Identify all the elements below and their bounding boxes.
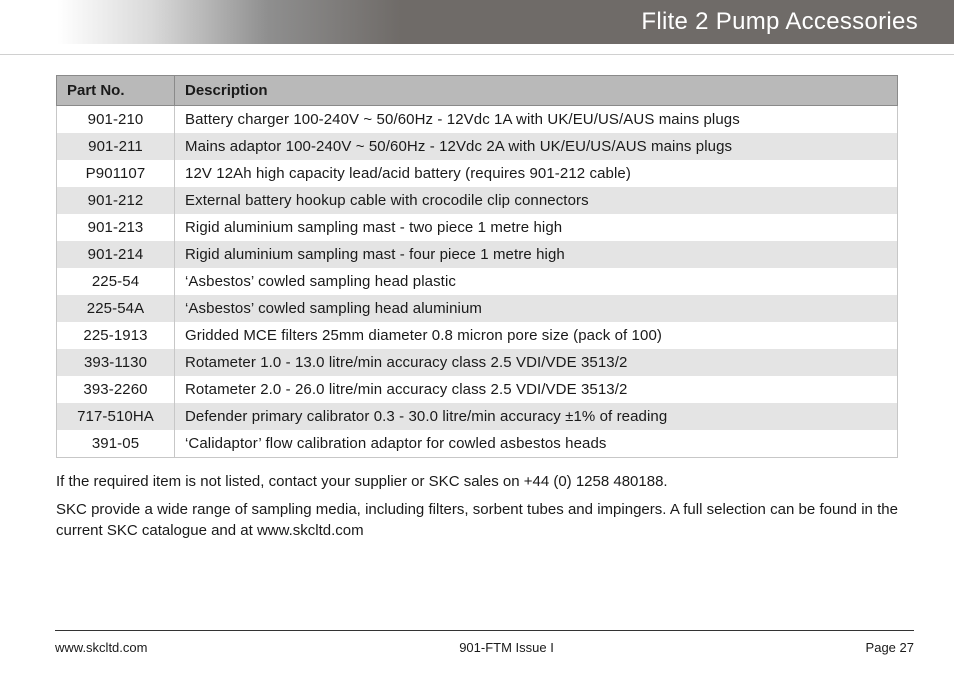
cell-part-no: 393-1130 xyxy=(57,349,175,376)
table-row: 393-2260Rotameter 2.0 - 26.0 litre/min a… xyxy=(57,376,898,403)
cell-description: Battery charger 100-240V ~ 50/60Hz - 12V… xyxy=(175,106,898,134)
title-bar: Flite 2 Pump Accessories xyxy=(0,0,954,44)
cell-part-no: 225-54 xyxy=(57,268,175,295)
cell-description: Rigid aluminium sampling mast - four pie… xyxy=(175,241,898,268)
cell-description: 12V 12Ah high capacity lead/acid battery… xyxy=(175,160,898,187)
table-row: 717-510HADefender primary calibrator 0.3… xyxy=(57,403,898,430)
cell-description: Rotameter 1.0 - 13.0 litre/min accuracy … xyxy=(175,349,898,376)
cell-description: External battery hookup cable with croco… xyxy=(175,187,898,214)
footer-divider xyxy=(55,630,914,631)
table-row: 393-1130Rotameter 1.0 - 13.0 litre/min a… xyxy=(57,349,898,376)
cell-description: ‘Calidaptor’ flow calibration adaptor fo… xyxy=(175,430,898,458)
table-row: 225-54A‘Asbestos’ cowled sampling head a… xyxy=(57,295,898,322)
media-note: SKC provide a wide range of sampling med… xyxy=(56,500,898,541)
footer-page: Page 27 xyxy=(866,640,914,655)
cell-part-no: 901-210 xyxy=(57,106,175,134)
cell-description: Rigid aluminium sampling mast - two piec… xyxy=(175,214,898,241)
table-body: 901-210Battery charger 100-240V ~ 50/60H… xyxy=(57,106,898,458)
cell-description: Rotameter 2.0 - 26.0 litre/min accuracy … xyxy=(175,376,898,403)
footer-doc-id: 901-FTM Issue I xyxy=(459,640,554,655)
table-row: 391-05‘Calidaptor’ flow calibration adap… xyxy=(57,430,898,458)
cell-part-no: 717-510HA xyxy=(57,403,175,430)
cell-description: ‘Asbestos’ cowled sampling head plastic xyxy=(175,268,898,295)
cell-part-no: 901-214 xyxy=(57,241,175,268)
table-row: 901-210Battery charger 100-240V ~ 50/60H… xyxy=(57,106,898,134)
table-row: 901-212External battery hookup cable wit… xyxy=(57,187,898,214)
cell-description: Defender primary calibrator 0.3 - 30.0 l… xyxy=(175,403,898,430)
footer: www.skcltd.com 901-FTM Issue I Page 27 xyxy=(55,640,914,655)
cell-description: Mains adaptor 100-240V ~ 50/60Hz - 12Vdc… xyxy=(175,133,898,160)
col-description: Description xyxy=(175,76,898,106)
table-row: 901-214Rigid aluminium sampling mast - f… xyxy=(57,241,898,268)
col-part-no: Part No. xyxy=(57,76,175,106)
cell-description: ‘Asbestos’ cowled sampling head aluminiu… xyxy=(175,295,898,322)
content-area: Part No. Description 901-210Battery char… xyxy=(0,55,954,541)
footer-url: www.skcltd.com xyxy=(55,640,147,655)
cell-part-no: P901107 xyxy=(57,160,175,187)
table-row: 901-213Rigid aluminium sampling mast - t… xyxy=(57,214,898,241)
table-row: 225-1913Gridded MCE filters 25mm diamete… xyxy=(57,322,898,349)
table-header-row: Part No. Description xyxy=(57,76,898,106)
cell-part-no: 901-211 xyxy=(57,133,175,160)
page: Flite 2 Pump Accessories Part No. Descri… xyxy=(0,0,954,677)
cell-part-no: 393-2260 xyxy=(57,376,175,403)
page-title: Flite 2 Pump Accessories xyxy=(641,8,918,36)
table-row: 225-54‘Asbestos’ cowled sampling head pl… xyxy=(57,268,898,295)
cell-part-no: 901-213 xyxy=(57,214,175,241)
cell-part-no: 391-05 xyxy=(57,430,175,458)
table-row: 901-211Mains adaptor 100-240V ~ 50/60Hz … xyxy=(57,133,898,160)
cell-part-no: 225-1913 xyxy=(57,322,175,349)
parts-table: Part No. Description 901-210Battery char… xyxy=(56,75,898,458)
contact-note: If the required item is not listed, cont… xyxy=(56,472,898,492)
cell-part-no: 901-212 xyxy=(57,187,175,214)
table-row: P90110712V 12Ah high capacity lead/acid … xyxy=(57,160,898,187)
cell-description: Gridded MCE filters 25mm diameter 0.8 mi… xyxy=(175,322,898,349)
cell-part-no: 225-54A xyxy=(57,295,175,322)
